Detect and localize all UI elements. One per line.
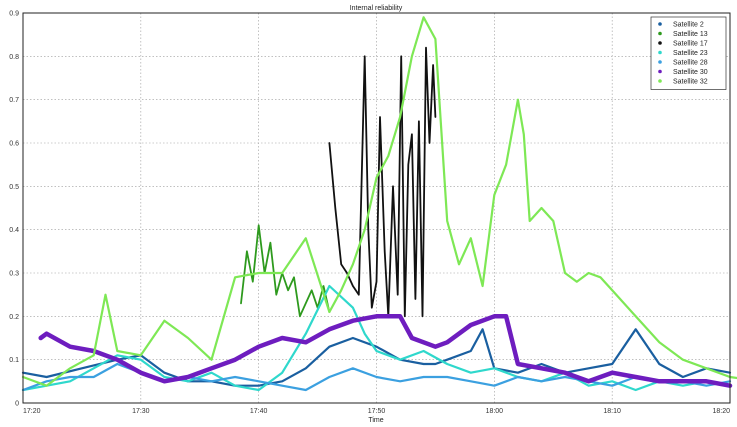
legend-entry-satellite-13: Satellite 13 [673, 31, 708, 38]
y-tick-label: 0.9 [9, 11, 19, 18]
legend-marker-satellite-13 [658, 31, 662, 36]
y-tick-label: 0 [15, 401, 19, 408]
x-axis-label: Time [368, 417, 383, 424]
chart-title: Internal reliability [350, 5, 403, 12]
y-tick-label: 0.5 [9, 184, 19, 191]
legend-entry-satellite-30: Satellite 30 [673, 69, 708, 76]
plot-frame [22, 12, 731, 404]
legend-entry-satellite-32: Satellite 32 [673, 79, 708, 86]
series-line-satellite-32 [21, 16, 737, 387]
y-tick-label: 0.3 [9, 271, 19, 278]
x-tick-labels: 17:20 17:30 17:40 17:50 18:00 18:10 18:20 [23, 408, 730, 415]
legend-marker-satellite-2 [658, 22, 662, 26]
y-tick-label: 0.7 [9, 97, 19, 104]
legend-marker-satellite-17 [658, 41, 662, 45]
legend-box [650, 16, 727, 90]
legend-entry-satellite-23: Satellite 23 [673, 50, 708, 57]
y-tick-label: 0.1 [9, 357, 19, 364]
x-tick-label: 18:10 [603, 408, 621, 415]
legend-marker-satellite-30 [658, 69, 662, 74]
legend-marker-satellite-28 [658, 60, 662, 64]
x-tick-label: 17:20 [23, 408, 41, 415]
series-layer [21, 16, 737, 392]
legend-marker-satellite-32 [658, 79, 662, 83]
x-tick-label: 18:00 [486, 408, 504, 415]
series-line-satellite-17 [328, 46, 437, 318]
plot-area [23, 13, 730, 403]
series-line-satellite-23 [21, 284, 732, 392]
y-tick-label: 0.6 [9, 141, 19, 148]
series-line-satellite-2 [21, 328, 732, 387]
series-line-satellite-13 [240, 224, 331, 318]
legend-entry-satellite-2: Satellite 2 [673, 22, 704, 29]
series-line-satellite-30 [38, 314, 733, 388]
x-tick-label: 17:30 [132, 408, 150, 415]
y-tick-label: 0.2 [9, 314, 19, 321]
x-tick-label: 17:40 [250, 408, 268, 415]
y-tick-label: 0.4 [9, 227, 19, 234]
legend-entry-satellite-28: Satellite 28 [673, 60, 708, 67]
x-tick-label: 17:50 [368, 408, 386, 415]
legend-marker-satellite-23 [658, 50, 662, 55]
y-tick-label: 0.8 [9, 54, 19, 61]
x-tick-label: 18:20 [712, 408, 730, 415]
legend: Satellite 2 Satellite 13 Satellite 17 Satel… [650, 16, 727, 90]
legend-entry-satellite-17: Satellite 17 [673, 41, 708, 48]
y-tick-labels: 0 0.1 0.2 0.3 0.4 0.5 0.6 0.7 0.8 0.9 [9, 11, 19, 408]
